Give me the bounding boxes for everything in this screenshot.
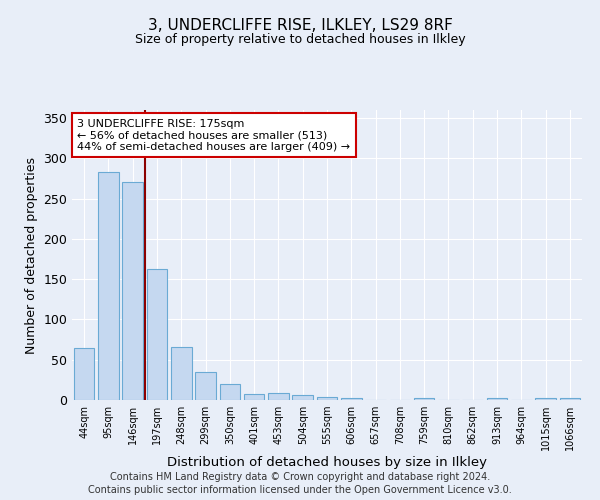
Bar xyxy=(74,348,94,400)
X-axis label: Distribution of detached houses by size in Ilkley: Distribution of detached houses by size … xyxy=(167,456,487,469)
Bar xyxy=(268,393,289,400)
Text: 3 UNDERCLIFFE RISE: 175sqm
← 56% of detached houses are smaller (513)
44% of sem: 3 UNDERCLIFFE RISE: 175sqm ← 56% of deta… xyxy=(77,118,350,152)
Text: Contains HM Land Registry data © Crown copyright and database right 2024.: Contains HM Land Registry data © Crown c… xyxy=(110,472,490,482)
Bar xyxy=(487,398,508,400)
Text: 3, UNDERCLIFFE RISE, ILKLEY, LS29 8RF: 3, UNDERCLIFFE RISE, ILKLEY, LS29 8RF xyxy=(148,18,452,32)
Bar xyxy=(560,398,580,400)
Bar xyxy=(292,395,313,400)
Bar xyxy=(171,347,191,400)
Bar xyxy=(341,398,362,400)
Y-axis label: Number of detached properties: Number of detached properties xyxy=(25,156,38,354)
Bar xyxy=(98,172,119,400)
Bar xyxy=(195,372,216,400)
Text: Contains public sector information licensed under the Open Government Licence v3: Contains public sector information licen… xyxy=(88,485,512,495)
Bar xyxy=(317,397,337,400)
Bar xyxy=(220,384,240,400)
Bar xyxy=(244,394,265,400)
Bar xyxy=(146,268,167,400)
Bar xyxy=(535,398,556,400)
Bar xyxy=(122,182,143,400)
Text: Size of property relative to detached houses in Ilkley: Size of property relative to detached ho… xyxy=(134,32,466,46)
Bar xyxy=(414,398,434,400)
